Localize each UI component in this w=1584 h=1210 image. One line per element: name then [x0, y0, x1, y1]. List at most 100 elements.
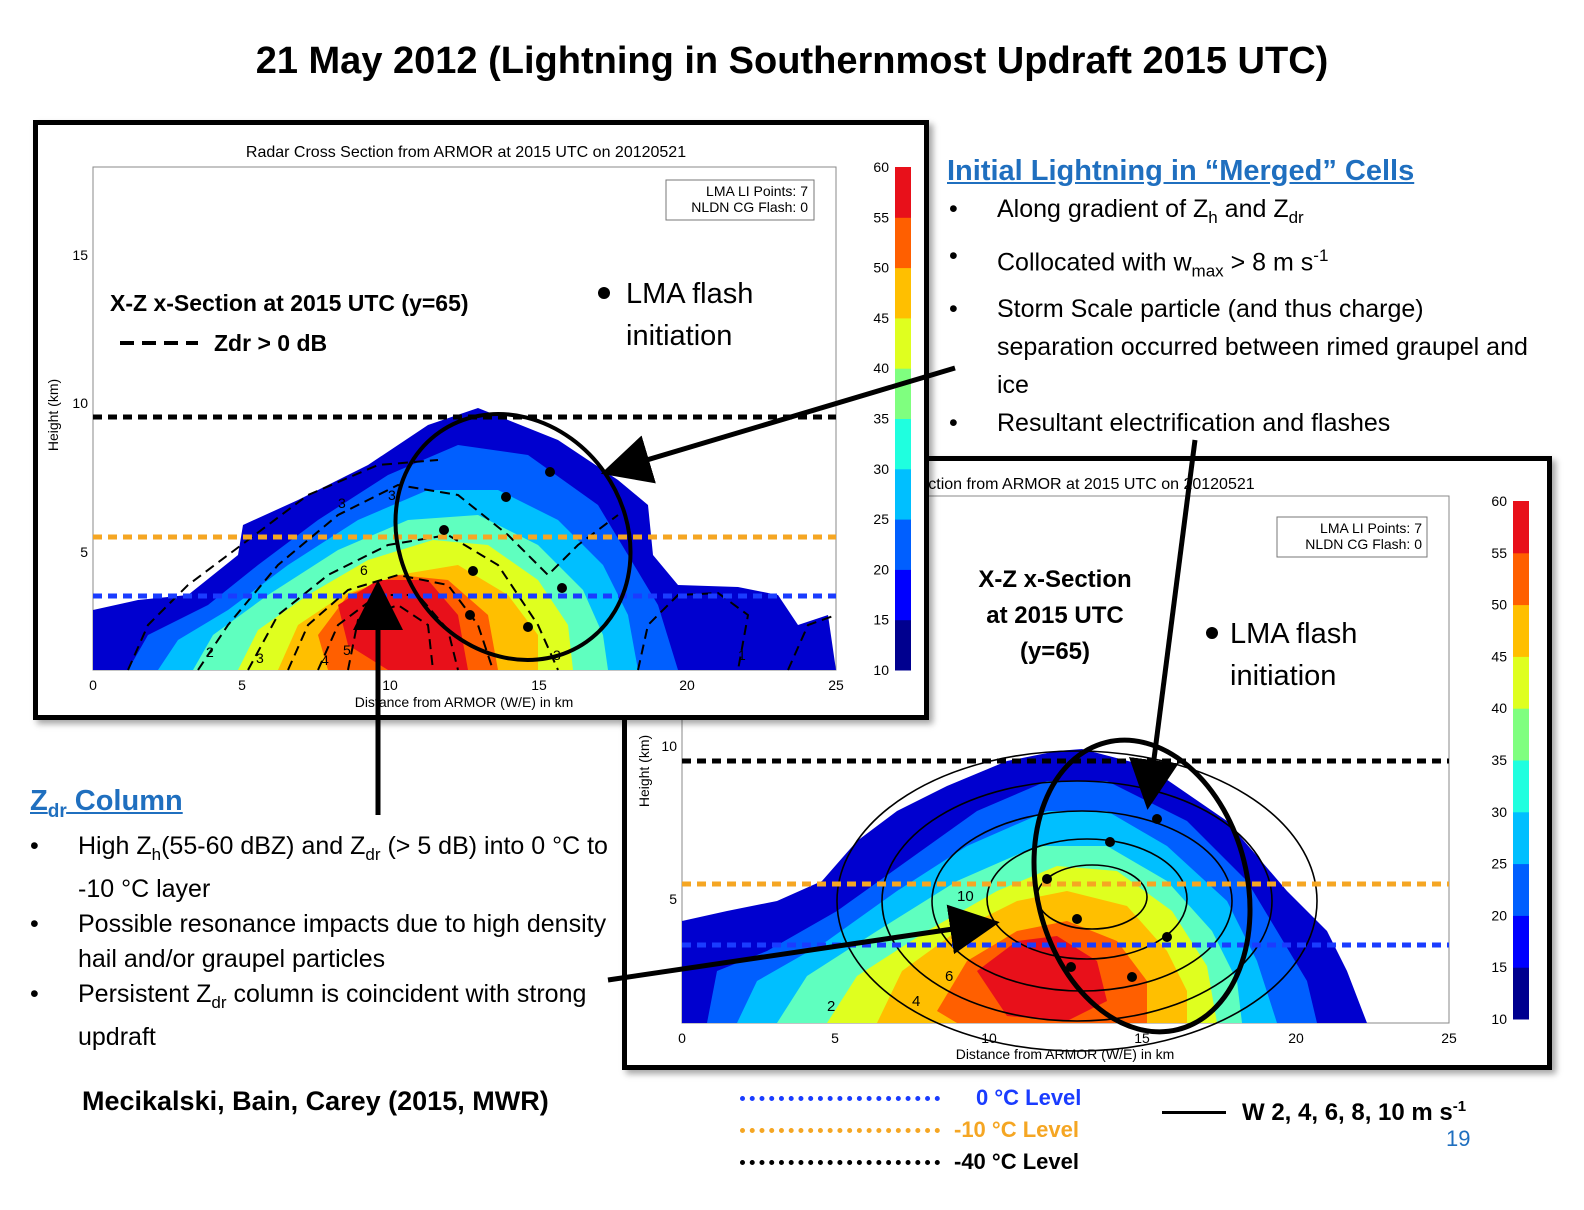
page-title: 21 May 2012 (Lightning in Southernmost U… — [255, 40, 1329, 82]
x-axis-label: Distance from ARMOR (W/E) in km — [956, 1046, 1175, 1062]
colorbar-segment — [895, 317, 911, 369]
x-tick: 5 — [831, 1030, 839, 1046]
left-heading: Zdr Column — [30, 785, 183, 822]
info-box — [1276, 516, 1428, 558]
x-axis-label: Distance from ARMOR (W/E) in km — [355, 694, 574, 710]
x-tick: 25 — [828, 677, 844, 693]
lma-text-line2: initiation — [1230, 660, 1336, 692]
zdr-contours — [127, 459, 837, 671]
contour-label: 4 — [912, 993, 920, 1010]
colorbar-tick: 45 — [1491, 648, 1507, 664]
colorbar-segment — [1513, 501, 1529, 554]
lma-points — [439, 467, 567, 632]
x-tick: 0 — [89, 677, 97, 693]
info-box-line2: NLDN CG Flash: 0 — [1305, 536, 1422, 552]
colorbar: 60 55 50 45 40 35 30 25 20 15 10 — [1491, 493, 1529, 1027]
colorbar: 60 55 50 45 40 35 30 25 20 15 10 — [873, 159, 911, 678]
colorbar-tick: 40 — [1491, 700, 1507, 716]
lma-points — [1042, 814, 1172, 982]
overlay-text: (y=65) — [1020, 638, 1090, 665]
colorbar-tick: 35 — [1491, 752, 1507, 768]
colorbar-segment — [1513, 552, 1529, 606]
colorbar-tick: 20 — [873, 561, 889, 577]
colorbar-segment — [1513, 811, 1529, 865]
x-tick: 15 — [1134, 1030, 1150, 1046]
colorbar-tick: 10 — [873, 662, 889, 678]
contour-label: 4 — [321, 652, 329, 668]
colorbar-tick: 30 — [1491, 804, 1507, 820]
colorbar-segment — [895, 619, 911, 671]
lma-text-line1: LMA flash — [1230, 618, 1357, 650]
colorbar-segment — [895, 569, 911, 621]
x-tick: 20 — [1288, 1030, 1304, 1046]
colorbar-segment — [895, 418, 911, 470]
arrow — [607, 904, 1000, 983]
colorbar-tick: 15 — [1491, 959, 1507, 975]
colorbar-segment — [895, 217, 911, 269]
colorbar-tick: 55 — [1491, 545, 1507, 561]
contour-label: 6 — [945, 968, 953, 985]
lma-text-line1: LMA flash — [626, 278, 753, 310]
x-tick: 25 — [1441, 1030, 1457, 1046]
colorbar-segment — [895, 519, 911, 570]
arrow — [1129, 439, 1198, 810]
y-axis-label: Height (km) — [45, 379, 61, 451]
colorbar-tick: 20 — [1491, 907, 1507, 923]
x-tick: 15 — [531, 677, 547, 693]
info-box-line2: NLDN CG Flash: 0 — [691, 199, 808, 215]
colorbar-tick: 35 — [873, 411, 889, 427]
chart-title: ection from ARMOR at 2015 UTC on 2012052… — [919, 476, 1254, 493]
contour-label: 6 — [360, 562, 368, 578]
contour-label: 2 — [827, 998, 835, 1015]
colorbar-tick: 25 — [873, 511, 889, 527]
colorbar-tick: 60 — [873, 159, 889, 175]
x-tick: 5 — [238, 677, 246, 693]
y-tick: 10 — [72, 395, 88, 411]
lightning-circle — [1031, 737, 1253, 1035]
right-bullet: • Collocated with wmax > 8 m s-1 — [949, 242, 1329, 281]
colorbar-tick: 25 — [1491, 856, 1507, 872]
colorbar-segment — [1513, 863, 1529, 916]
colorbar-segment — [895, 267, 911, 319]
contour-label: 3 — [388, 487, 396, 503]
right-bullet: • Along gradient of Zh and Zdr — [949, 195, 1304, 227]
level-legend: 0 °C Level -10 °C Level -40 °C Level — [740, 1082, 1081, 1178]
colorbar-segment — [1513, 604, 1529, 657]
right-bullet: • Resultant electrification and flashes — [949, 409, 1391, 438]
legend-item-minus40c: -40 °C Level — [740, 1146, 1081, 1178]
right-text-block: Initial Lightning in “Merged” Cells • Alo… — [947, 155, 1547, 442]
contour-label: 10 — [957, 888, 974, 905]
w-contours — [836, 750, 1318, 1052]
left-bullet: • Possible resonance impacts due to high … — [30, 909, 607, 973]
reflectivity-fill — [977, 936, 1107, 1021]
x-tick: 10 — [981, 1030, 997, 1046]
colorbar-tick: 60 — [1491, 493, 1507, 509]
colorbar-tick: 30 — [873, 461, 889, 477]
info-box — [665, 179, 815, 221]
arrow — [600, 365, 956, 484]
w-legend: W 2, 4, 6, 8, 10 m s-1 — [1162, 1098, 1466, 1127]
legend-item-0c: 0 °C Level — [740, 1082, 1081, 1114]
y-tick: 5 — [80, 544, 88, 560]
radar-panel-2: ection from ARMOR at 2015 UTC on 2012052… — [622, 456, 1552, 1070]
x-tick: 10 — [382, 677, 398, 693]
lma-legend-dot — [598, 287, 610, 299]
radar-chart-2: ection from ARMOR at 2015 UTC on 2012052… — [636, 476, 1529, 1062]
x-tick: 0 — [678, 1030, 686, 1046]
contour-label: 5 — [343, 642, 351, 658]
lma-legend-dot — [1206, 627, 1218, 639]
colorbar-segment — [1513, 915, 1529, 968]
overlay-text: X-Z x-Section — [978, 566, 1131, 593]
left-text-block: Zdr Column • High Zh(55-60 dBZ) and Zdr (… — [30, 785, 610, 1055]
colorbar-tick: 55 — [873, 209, 889, 225]
contour-label: 1 — [738, 647, 746, 663]
info-box-line1: LMA LI Points: 7 — [1320, 520, 1422, 536]
y-tick: 5 — [669, 891, 677, 907]
legend-item-minus10c: -10 °C Level — [740, 1114, 1081, 1146]
overlay-text: X-Z x-Section at 2015 UTC (y=65) — [110, 290, 469, 316]
info-box-line1: LMA LI Points: 7 — [706, 183, 808, 199]
colorbar-segment — [1513, 760, 1529, 813]
y-tick: 10 — [661, 738, 677, 754]
colorbar-tick: 50 — [873, 260, 889, 276]
